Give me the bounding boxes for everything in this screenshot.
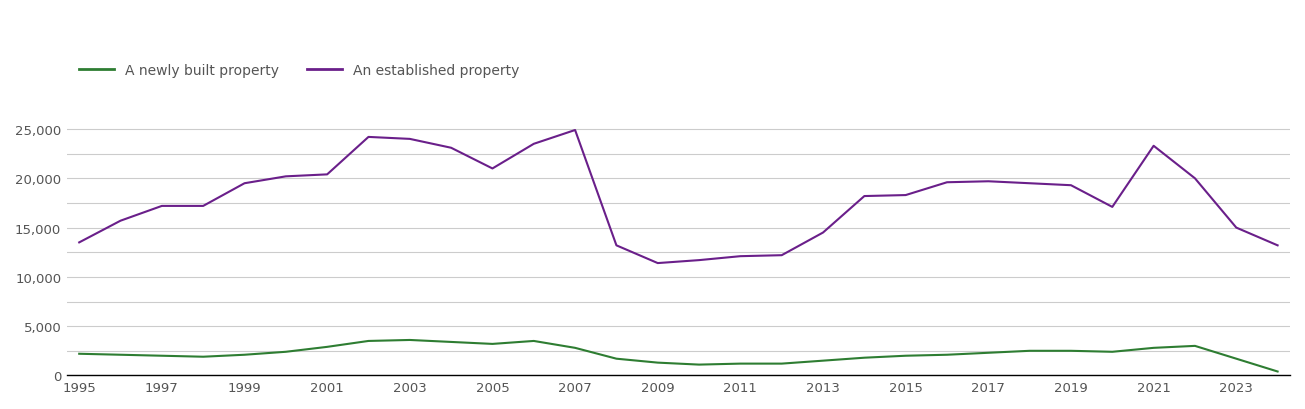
Legend: A newly built property, An established property: A newly built property, An established p… xyxy=(74,58,525,83)
